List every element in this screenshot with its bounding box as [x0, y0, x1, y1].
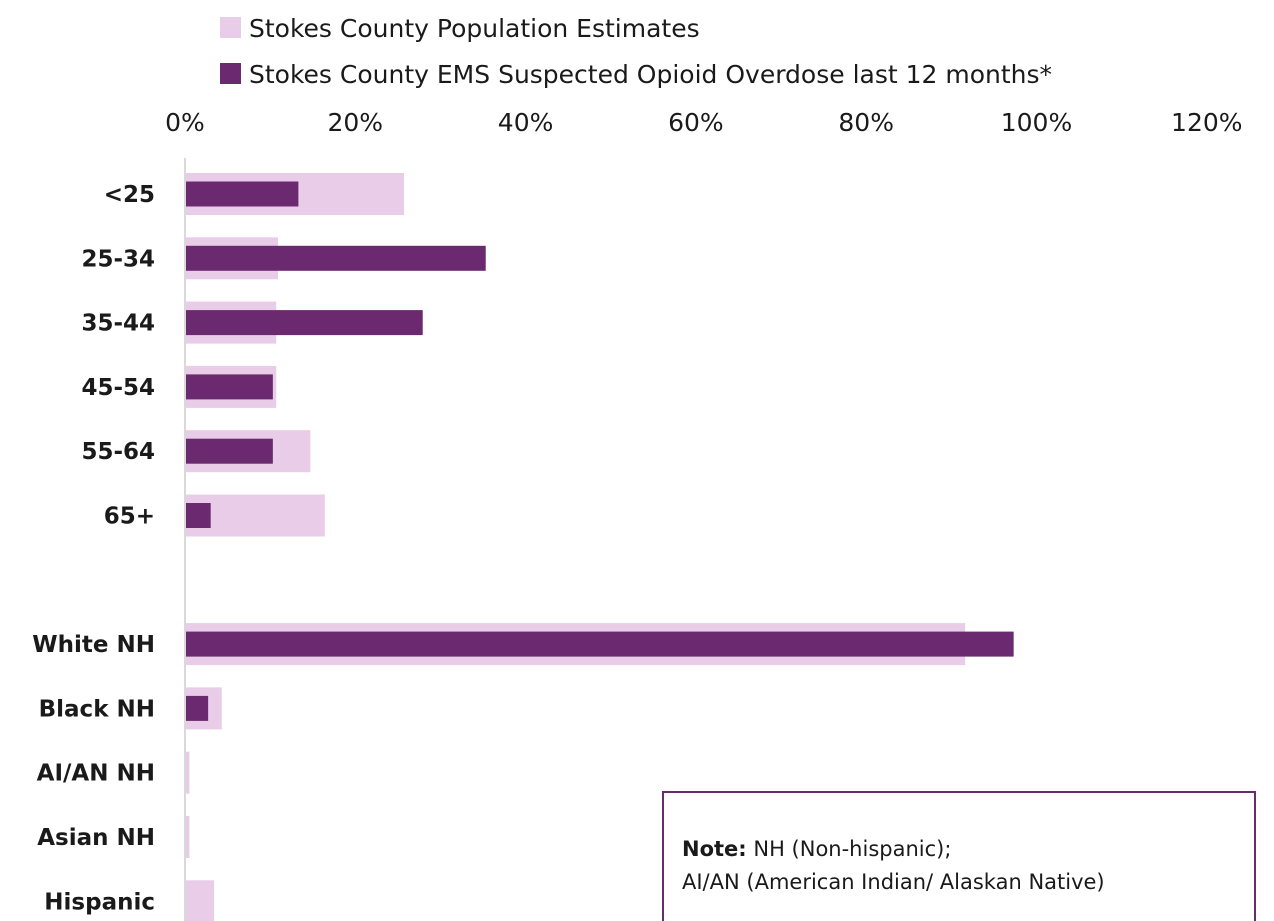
- category-label: 65+: [104, 504, 155, 530]
- x-tick-label: 60%: [668, 108, 724, 137]
- bar-ems-overdose: [186, 245, 486, 271]
- note-box: Note: NH (Non-hispanic); AI/AN (American…: [662, 791, 1256, 921]
- bar-ems-overdose: [186, 631, 1014, 657]
- category-label: Hispanic: [44, 889, 155, 915]
- category-label: 25-34: [81, 246, 155, 272]
- bar-population: [186, 880, 215, 921]
- legend-swatch-2: [220, 63, 241, 84]
- bar-ems-overdose: [186, 438, 273, 464]
- legend-label-1: Stokes County Population Estimates: [249, 14, 700, 43]
- legend-swatch-1: [220, 17, 241, 38]
- category-label: AI/AN NH: [37, 761, 155, 787]
- x-tick-label: 100%: [1001, 108, 1072, 137]
- note-text-1: NH (Non-hispanic);: [746, 837, 952, 861]
- bar-ems-overdose: [186, 310, 423, 336]
- category-label: White NH: [32, 632, 155, 658]
- bar-ems-overdose: [186, 181, 299, 207]
- note-line-1: Note: NH (Non-hispanic);: [682, 833, 1254, 866]
- x-tick-label: 20%: [328, 108, 384, 137]
- legend: Stokes County Population Estimates Stokes…: [220, 14, 1052, 89]
- category-labels: <25 25-34 35-44 45-54 55-64 65+ White NH Black …: [32, 182, 155, 915]
- category-label: 45-54: [81, 375, 155, 401]
- bar-population: [186, 751, 190, 794]
- legend-label-2: Stokes County EMS Suspected Opioid Overd…: [249, 60, 1052, 89]
- bar-ems-overdose: [186, 374, 273, 400]
- x-axis-ticks: 0% 20% 40% 60% 80% 100% 120%: [165, 108, 1242, 137]
- x-tick-label: 120%: [1171, 108, 1242, 137]
- x-tick-label: 80%: [838, 108, 894, 137]
- bar-ems-overdose: [186, 503, 211, 528]
- note-line-2: AI/AN (American Indian/ Alaskan Native): [682, 870, 1105, 894]
- x-tick-label: 0%: [165, 108, 205, 137]
- note-label: Note:: [682, 837, 747, 861]
- category-label: 55-64: [81, 439, 155, 465]
- category-label: <25: [104, 182, 155, 208]
- bar-ems-overdose: [186, 695, 209, 721]
- bar-population: [186, 816, 190, 858]
- category-label: 35-44: [81, 311, 155, 337]
- x-tick-label: 40%: [498, 108, 554, 137]
- category-label: Black NH: [39, 696, 155, 722]
- category-label: Asian NH: [37, 825, 155, 851]
- bars: [186, 173, 1014, 921]
